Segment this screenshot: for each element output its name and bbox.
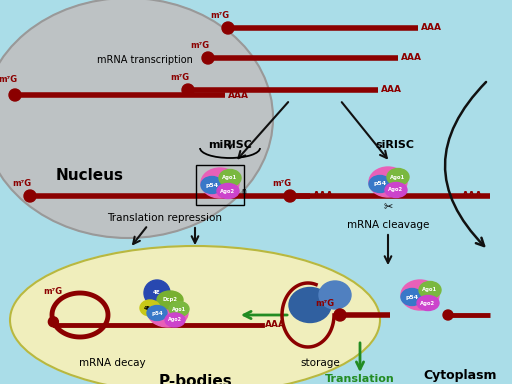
Text: 4E-1: 4E-1 (144, 306, 156, 311)
Text: Ago1: Ago1 (222, 175, 238, 180)
Text: AAA: AAA (313, 192, 334, 200)
Ellipse shape (217, 184, 239, 199)
Text: P-bodies: P-bodies (158, 374, 232, 384)
Circle shape (334, 309, 346, 321)
Text: m⁷G: m⁷G (44, 288, 62, 296)
Text: mRNA cleavage: mRNA cleavage (347, 220, 429, 230)
Text: AAA: AAA (381, 86, 402, 94)
Ellipse shape (401, 280, 439, 310)
Text: Nucleus: Nucleus (56, 167, 124, 182)
Ellipse shape (169, 301, 189, 316)
Text: Cytoplasm: Cytoplasm (423, 369, 497, 381)
Ellipse shape (219, 169, 241, 187)
Text: Ago2: Ago2 (221, 189, 236, 194)
Ellipse shape (165, 313, 185, 327)
Text: 4E: 4E (153, 291, 161, 296)
Ellipse shape (201, 177, 223, 194)
Text: storage: storage (300, 358, 340, 368)
Text: n: n (242, 187, 246, 195)
Text: Ago1: Ago1 (390, 174, 406, 179)
Ellipse shape (387, 169, 409, 185)
Text: p54: p54 (373, 182, 387, 187)
Circle shape (222, 22, 234, 34)
Circle shape (182, 84, 194, 96)
Ellipse shape (417, 296, 439, 311)
Text: AAA: AAA (401, 53, 422, 63)
Ellipse shape (319, 281, 351, 309)
Text: Ago2: Ago2 (168, 318, 182, 323)
Ellipse shape (289, 288, 331, 323)
Text: AAA: AAA (421, 23, 442, 33)
Text: ✂: ✂ (383, 202, 393, 212)
Text: Ago1: Ago1 (422, 288, 438, 293)
Text: miRISC: miRISC (208, 140, 252, 150)
Text: Ago1: Ago1 (172, 306, 186, 311)
Text: AAA: AAA (228, 91, 249, 99)
Ellipse shape (385, 182, 407, 197)
Text: mRNA decay: mRNA decay (79, 358, 145, 368)
Circle shape (24, 190, 36, 202)
Ellipse shape (140, 300, 160, 316)
Text: m⁷G: m⁷G (170, 73, 189, 83)
Circle shape (443, 310, 453, 320)
Circle shape (202, 52, 214, 64)
Circle shape (48, 317, 58, 327)
Circle shape (144, 280, 170, 306)
Ellipse shape (10, 246, 380, 384)
Text: p54: p54 (406, 295, 419, 300)
Ellipse shape (201, 168, 239, 198)
Text: Ago2: Ago2 (420, 301, 436, 306)
Text: siRISC: siRISC (375, 140, 415, 150)
Text: Translation: Translation (325, 374, 395, 384)
Text: m⁷G: m⁷G (0, 76, 17, 84)
Text: mRNA transcription: mRNA transcription (97, 55, 193, 65)
Text: p54: p54 (151, 311, 163, 316)
Circle shape (284, 190, 296, 202)
Ellipse shape (147, 306, 167, 321)
Circle shape (9, 89, 21, 101)
Text: m⁷G: m⁷G (315, 298, 334, 308)
Text: m⁷G: m⁷G (210, 12, 229, 20)
Ellipse shape (148, 299, 188, 327)
Text: m⁷G: m⁷G (272, 179, 291, 189)
Text: Translation repression: Translation repression (108, 213, 223, 223)
FancyArrowPatch shape (445, 82, 486, 246)
Text: Dcp2: Dcp2 (162, 298, 178, 303)
Text: AAA: AAA (265, 321, 286, 329)
Ellipse shape (369, 175, 391, 192)
Ellipse shape (369, 167, 407, 197)
Ellipse shape (401, 288, 423, 306)
Text: p54: p54 (205, 182, 219, 187)
Ellipse shape (157, 291, 183, 309)
Text: m⁷G: m⁷G (12, 179, 32, 189)
Text: m⁷G: m⁷G (190, 41, 209, 51)
Text: Ago2: Ago2 (389, 187, 403, 192)
Ellipse shape (419, 281, 441, 298)
Ellipse shape (0, 0, 273, 238)
Text: AAA: AAA (462, 192, 483, 200)
